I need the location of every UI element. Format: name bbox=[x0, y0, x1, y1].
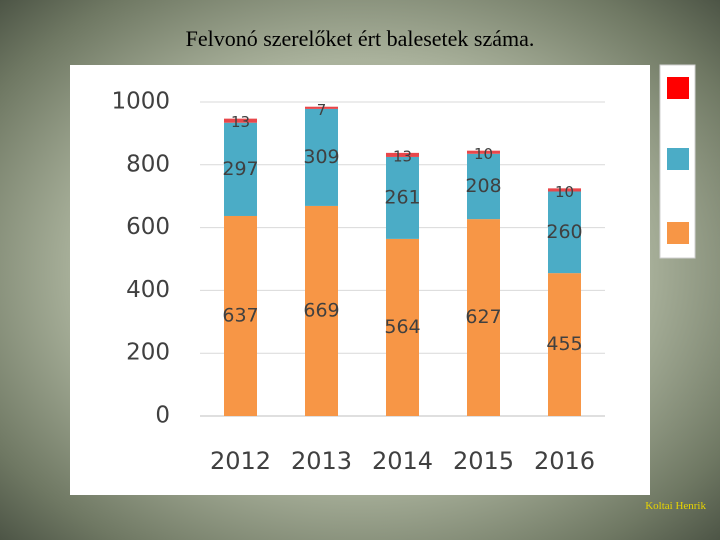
data-label: 261 bbox=[384, 186, 420, 208]
data-label: 309 bbox=[303, 146, 339, 168]
data-label: 7 bbox=[317, 101, 327, 119]
legend-swatch bbox=[667, 77, 689, 99]
data-label: 13 bbox=[393, 147, 412, 165]
footer: Koltai Henrik bbox=[645, 500, 706, 512]
x-tick-label: 2015 bbox=[453, 447, 514, 475]
bar-segment bbox=[386, 156, 419, 239]
data-label: 10 bbox=[474, 145, 493, 163]
data-label: 637 bbox=[222, 304, 258, 326]
bar-segment bbox=[467, 219, 500, 416]
y-tick-label: 400 bbox=[126, 277, 170, 303]
slide-title: Felvonó szerelőket ért balesetek száma. bbox=[185, 26, 535, 51]
bar-segment bbox=[305, 108, 338, 206]
y-tick-label: 600 bbox=[126, 214, 170, 240]
data-label: 208 bbox=[465, 175, 501, 197]
y-tick-label: 0 bbox=[155, 403, 170, 429]
y-tick-label: 800 bbox=[126, 151, 170, 177]
bar-segment bbox=[467, 153, 500, 220]
bar-segment bbox=[224, 122, 257, 216]
data-label: 627 bbox=[465, 306, 501, 328]
bar-segment bbox=[386, 152, 419, 157]
legend-swatch bbox=[667, 222, 689, 244]
bar-segment bbox=[305, 106, 338, 109]
data-label: 13 bbox=[231, 113, 250, 131]
x-tick-label: 2012 bbox=[210, 447, 271, 475]
bar-segment bbox=[224, 215, 257, 416]
legend-swatch bbox=[667, 148, 689, 170]
bar-segment bbox=[224, 118, 257, 123]
bar-segment bbox=[386, 238, 419, 416]
data-label: 10 bbox=[555, 183, 574, 201]
x-tick-label: 2014 bbox=[372, 447, 433, 475]
data-label: 297 bbox=[222, 158, 258, 180]
x-tick-label: 2016 bbox=[534, 447, 595, 475]
x-tick-label: 2013 bbox=[291, 447, 352, 475]
data-label: 564 bbox=[384, 316, 420, 338]
y-tick-label: 200 bbox=[126, 340, 170, 366]
bar-segment bbox=[548, 191, 581, 274]
data-label: 260 bbox=[546, 221, 582, 243]
data-label: 669 bbox=[303, 299, 339, 321]
bar-segment bbox=[548, 273, 581, 416]
bar-segment bbox=[467, 150, 500, 154]
data-label: 455 bbox=[546, 333, 582, 355]
y-tick-label: 1000 bbox=[111, 89, 170, 115]
bar-segment bbox=[305, 205, 338, 416]
bar-segment bbox=[548, 188, 581, 192]
